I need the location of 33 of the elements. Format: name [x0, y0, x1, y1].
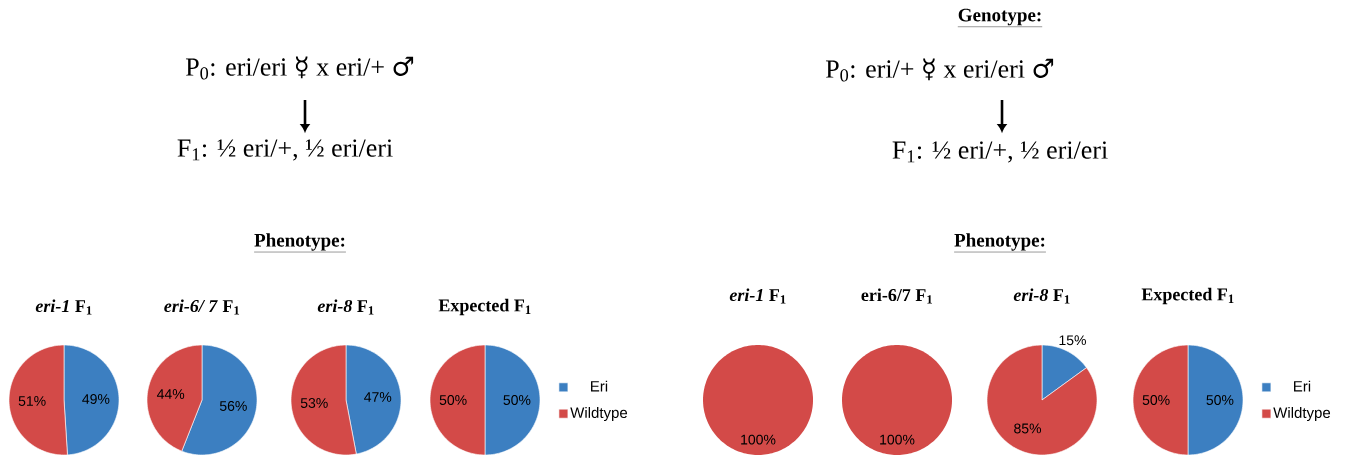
chart-title: eri-1 F$_{1}$ — [729, 288, 786, 304]
text: P$_{0}$: eri/+ ☿ x eri/eri ♂ — [825, 58, 1054, 82]
data-label: 50% — [1206, 395, 1234, 405]
text: Genotype: — [958, 8, 1041, 26]
text: F$_{1}$: ½ eri/+, ½ eri/eri — [177, 139, 393, 161]
data-label: 85% — [1014, 423, 1042, 434]
data-label: 51% — [18, 396, 46, 406]
legend-label: Wildtype — [1273, 407, 1331, 421]
data-label: 15% — [1059, 335, 1086, 346]
legend-label: Wildtype — [570, 407, 628, 421]
data-label: 100% — [880, 434, 915, 445]
text: F$_{1}$: ½ eri/+, ½ eri/eri — [892, 141, 1108, 163]
chart-title: eri-6/7 F$_{1}$ — [861, 288, 932, 304]
legend-label: Eri — [1294, 380, 1311, 392]
text: P$_{0}$: eri/eri ☿ x eri/+ ♂ — [185, 56, 414, 80]
chart-title: eri-1 F$_{1}$ — [35, 299, 92, 315]
text: Phenotype: — [254, 233, 345, 251]
data-label: 56% — [219, 401, 247, 411]
legend-label: Eri — [591, 380, 608, 392]
chart-title: eri-6/ 7 F$_{1}$ — [164, 299, 240, 315]
data-label: 47% — [364, 392, 392, 402]
text: Phenotype: — [954, 233, 1045, 251]
data-label: 44% — [156, 389, 185, 399]
data-label: 50% — [439, 395, 467, 405]
data-label: 49% — [82, 394, 110, 404]
data-label: 50% — [1142, 395, 1170, 405]
chart-title: Expected F$_{1}$ — [1141, 287, 1234, 305]
chart-title: eri-8 F$_{1}$ — [1013, 288, 1070, 304]
data-label: 50% — [503, 395, 531, 405]
data-label: 53% — [300, 398, 328, 408]
data-label: 100% — [741, 434, 776, 445]
chart-title: eri-8 F$_{1}$ — [317, 299, 374, 315]
chart-title: Expected F$_{1}$ — [438, 298, 531, 316]
